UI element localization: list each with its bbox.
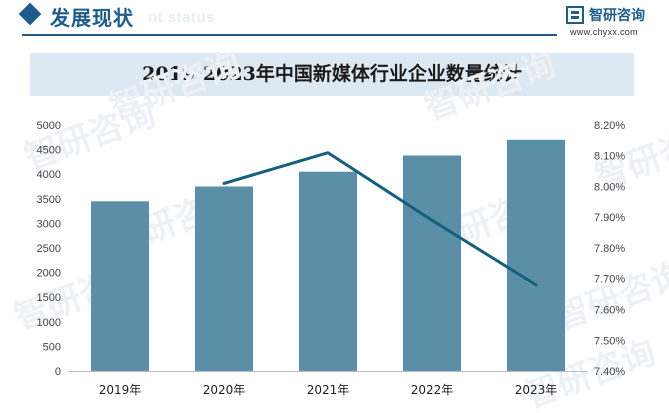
section-subtitle: nt status <box>148 9 216 26</box>
bar <box>403 155 461 371</box>
watermark-text: 智研咨询 <box>419 44 560 128</box>
y-right-tick-label: 7.40% <box>594 366 625 378</box>
y-right-tick-label: 7.60% <box>594 305 625 317</box>
y-left-tick-label: 1500 <box>37 292 61 304</box>
x-tick-label: 2021年 <box>307 383 350 397</box>
bar <box>299 171 357 371</box>
left-y-axis: 0 500 1000 1500 2000 2500 3000 3500 4000 4500 5000 <box>37 120 61 378</box>
x-tick-label: 2023年 <box>515 383 558 397</box>
y-right-tick-label: 7.80% <box>594 243 625 255</box>
x-tick-label: 2020年 <box>203 383 246 397</box>
header-divider <box>22 34 557 36</box>
growth-line-series <box>222 151 538 287</box>
watermark-text: 智研咨询 <box>19 94 160 178</box>
y-left-tick-label: 4000 <box>37 169 61 181</box>
y-left-tick-label: 1000 <box>37 317 61 329</box>
bar-series <box>91 139 565 371</box>
x-tick-label: 2022年 <box>411 383 454 397</box>
brand-logo-block: 智研咨询 www.chyxx.com <box>566 4 666 38</box>
y-right-tick-label: 7.90% <box>594 212 625 224</box>
y-right-tick-label: 8.10% <box>594 151 625 163</box>
y-left-tick-label: 3500 <box>37 194 61 206</box>
y-right-tick-label: 7.50% <box>594 335 625 347</box>
y-left-tick-label: 0 <box>55 366 61 378</box>
brand-name: 智研咨询 <box>589 8 645 24</box>
x-tick-label: 2019年 <box>99 383 142 397</box>
y-left-tick-label: 3000 <box>37 218 61 230</box>
x-axis: 2019年 2020年 2021年 2022年 2023年 <box>68 371 588 397</box>
y-left-tick-label: 4500 <box>37 145 61 157</box>
bar <box>91 201 149 371</box>
brand-url: www.chyxx.com <box>570 27 638 37</box>
watermark: 智研咨询 <box>549 254 669 338</box>
watermark: 智研咨询 <box>19 94 160 178</box>
section-title: 发展现状 <box>50 6 134 30</box>
y-right-tick-label: 8.00% <box>594 182 625 194</box>
line-path <box>222 151 538 287</box>
y-right-tick-label: 7.70% <box>594 274 625 286</box>
section-header: 发展现状 nt status <box>0 0 669 40</box>
chyxx-logo-icon <box>566 6 584 24</box>
y-left-tick-label: 500 <box>43 341 61 353</box>
y-left-tick-label: 2000 <box>37 268 61 280</box>
watermark-text: 智研咨询 <box>549 254 669 338</box>
y-left-tick-label: 5000 <box>37 120 61 132</box>
chart-title: 2019-2023年中国新媒体行业企业数量统计 <box>142 63 522 85</box>
y-right-tick-label: 8.20% <box>594 120 625 132</box>
bar <box>507 139 565 371</box>
watermark: 智研咨询 <box>419 44 560 128</box>
bar <box>195 186 253 371</box>
chart-title-band: 2019-2023年中国新媒体行业企业数量统计 <box>30 53 634 96</box>
right-y-axis: 7.40% 7.50% 7.60% 7.70% 7.80% 7.90% 8.00% 8.10%… <box>594 120 625 378</box>
y-left-tick-label: 2500 <box>37 243 61 255</box>
